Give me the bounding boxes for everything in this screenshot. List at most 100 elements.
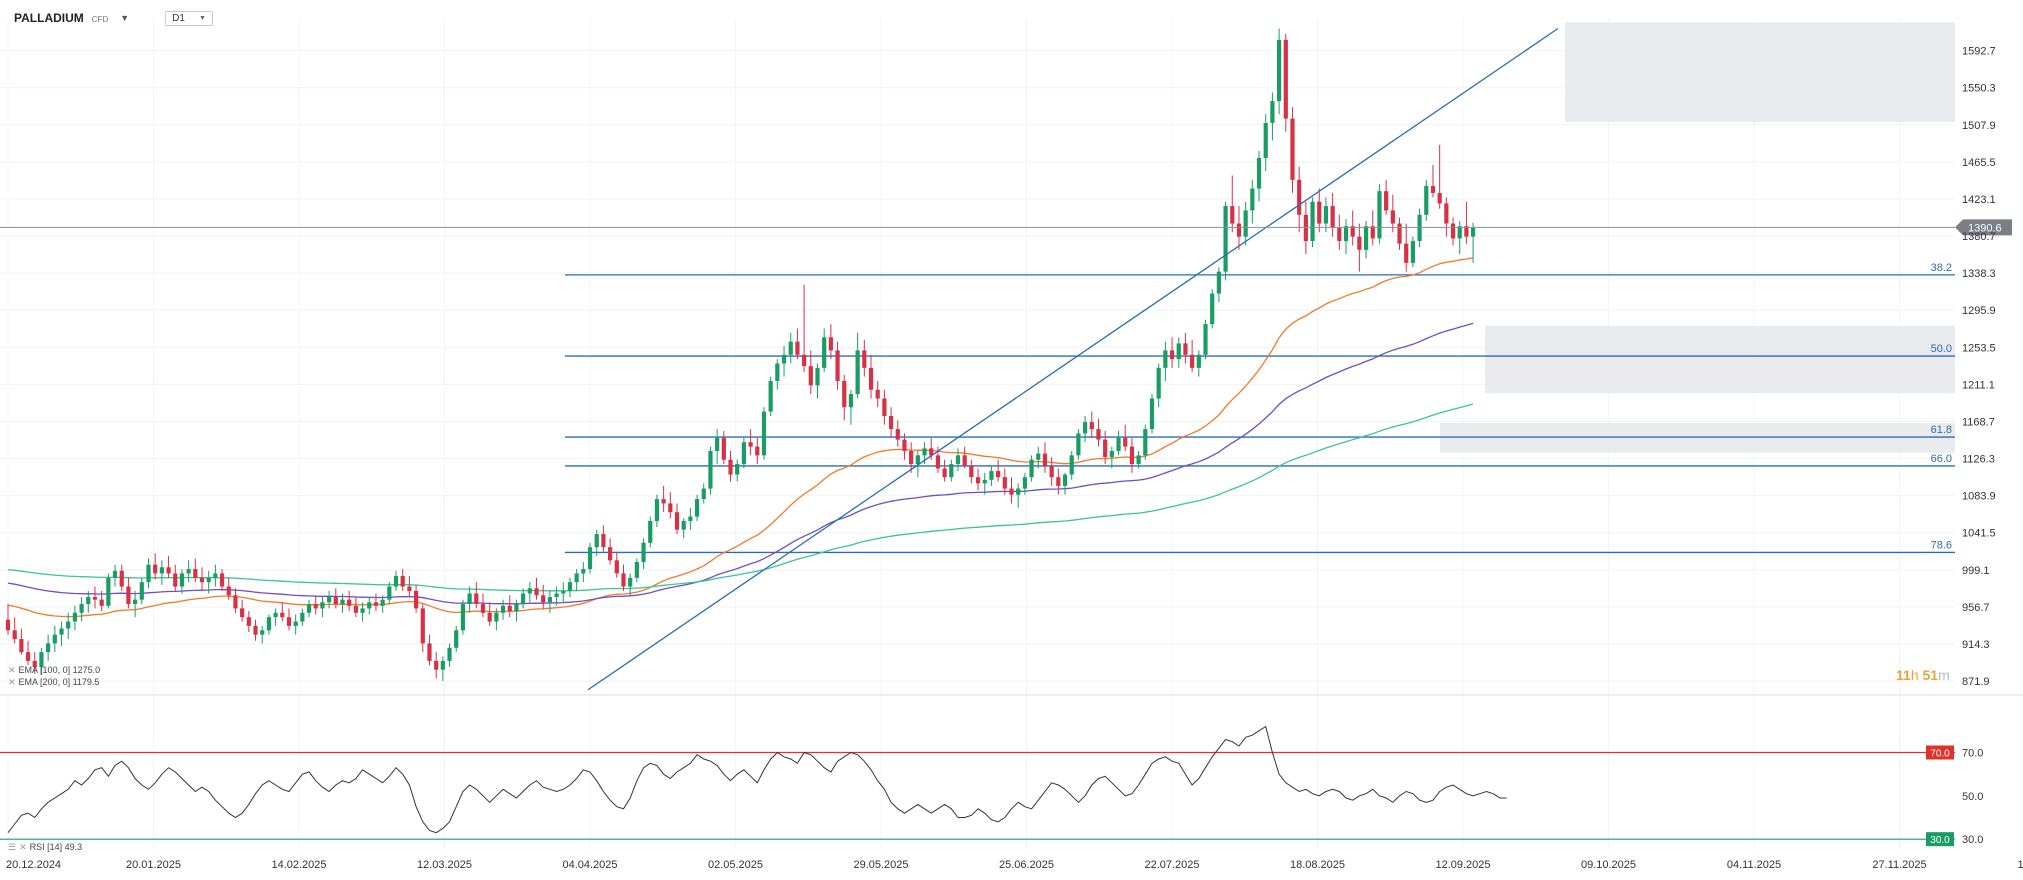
candle	[1330, 192, 1335, 237]
candle-body	[447, 647, 452, 661]
timeframe-select[interactable]: D1 ▼	[165, 10, 213, 26]
candle-body	[1036, 453, 1041, 460]
candle	[1176, 337, 1181, 368]
candle	[848, 389, 854, 425]
candle-body	[935, 455, 941, 469]
fibonacci-retracement[interactable]: 38.2 50.0 61.8 66.0 78.6	[565, 262, 1955, 554]
candle-body	[233, 595, 238, 609]
candle-body	[1457, 226, 1462, 239]
candle-body	[46, 643, 51, 653]
rsi-legend[interactable]: ☰ ✕ RSI [14] 49.3	[8, 842, 82, 853]
rsi-label: RSI [14] 49.3	[29, 842, 83, 852]
fib-label: 61.8	[1931, 424, 1952, 436]
candle-body	[79, 604, 84, 613]
candle-body	[133, 599, 138, 605]
candle	[500, 599, 506, 620]
menu-icon[interactable]: ☰	[8, 842, 17, 852]
candle-body	[59, 628, 64, 635]
candle-body	[159, 567, 164, 574]
candle-body	[882, 398, 887, 416]
candle	[761, 407, 767, 460]
candle-body	[949, 464, 954, 478]
candle-body	[1464, 226, 1469, 237]
candle	[266, 614, 272, 635]
candle	[494, 608, 499, 631]
candle-body	[1424, 185, 1429, 215]
candle	[969, 459, 974, 484]
close-icon[interactable]: ✕	[8, 665, 16, 675]
candle	[12, 617, 17, 644]
candle	[949, 459, 954, 482]
candle	[561, 582, 566, 603]
candle	[902, 433, 907, 460]
date-tick-label: 25.06.2025	[999, 859, 1054, 871]
candle	[373, 593, 379, 612]
candle	[842, 374, 847, 421]
candle-body	[1236, 223, 1242, 237]
candle	[1123, 424, 1128, 451]
candle-body	[915, 455, 920, 465]
candle-body	[721, 437, 726, 460]
candle	[1464, 201, 1469, 244]
candle-body	[106, 577, 111, 606]
candle	[474, 582, 479, 609]
candle-body	[1290, 118, 1295, 180]
candle-body	[1417, 214, 1422, 242]
candle-body	[507, 605, 512, 612]
ema50-line	[7, 257, 1474, 618]
date-tick-label: 16.12.2025	[2017, 859, 2023, 871]
candle	[66, 612, 71, 640]
candle-body	[347, 599, 352, 606]
candle-body	[601, 534, 606, 548]
candle-body	[380, 599, 385, 606]
candle-body	[1243, 210, 1248, 237]
candle-body	[1163, 350, 1168, 368]
timeframe-value: D1	[172, 12, 185, 24]
candle-body	[1330, 206, 1335, 228]
candle-body	[1002, 477, 1007, 489]
close-icon[interactable]: ✕	[8, 677, 16, 687]
candle	[1062, 472, 1068, 495]
candle	[514, 599, 519, 622]
date-tick-label: 04.11.2025	[1727, 859, 1781, 871]
candle-body	[1022, 477, 1027, 489]
candle-body	[567, 582, 573, 591]
candle-body	[1109, 450, 1114, 458]
candle-body	[253, 625, 258, 635]
price-zone	[1565, 22, 1955, 123]
candle	[1243, 201, 1248, 246]
candle-body	[674, 512, 680, 530]
candle	[1236, 206, 1242, 250]
candle	[1370, 210, 1375, 246]
candle	[1042, 442, 1048, 473]
candle	[25, 640, 31, 666]
axes: 1592.7 1550.3 1507.9 1465.5 1423.1 1380.7 1338…	[6, 46, 2023, 871]
candle	[86, 590, 91, 613]
ema200-legend[interactable]: ✕ EMA [200, 0] 1179.5	[8, 677, 99, 688]
candle	[119, 564, 124, 591]
candle-body	[614, 560, 619, 574]
close-icon[interactable]: ✕	[19, 842, 27, 852]
candle	[694, 494, 700, 521]
price-tick-label: 1380.7	[1962, 231, 1996, 243]
candle-body	[246, 617, 251, 626]
symbol-name[interactable]: PALLADIUM	[14, 11, 84, 25]
candle	[199, 567, 205, 591]
candle-body	[1190, 354, 1195, 368]
chevron-down-icon[interactable]: ▼	[120, 13, 130, 23]
candle-body	[487, 612, 492, 622]
candle	[1390, 194, 1395, 233]
candle	[99, 590, 104, 612]
candle-body	[701, 488, 706, 500]
candle	[1022, 472, 1027, 495]
candle	[1424, 179, 1429, 221]
trendline[interactable]	[587, 27, 1559, 691]
rsi-tick-label: 70.0	[1962, 748, 1983, 760]
candle-body	[654, 499, 660, 521]
candle-body	[842, 380, 847, 408]
candle-body	[1230, 206, 1235, 224]
candle	[895, 420, 900, 447]
ema100-legend[interactable]: ✕ EMA [100, 0] 1275.0	[8, 665, 100, 676]
candle-body	[1123, 437, 1128, 447]
